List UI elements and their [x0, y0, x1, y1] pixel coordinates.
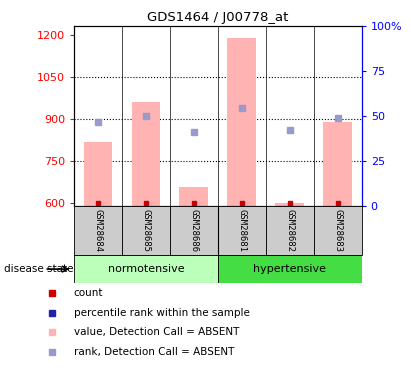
Text: disease state: disease state: [4, 264, 74, 274]
Title: GDS1464 / J00778_at: GDS1464 / J00778_at: [147, 11, 289, 24]
Text: GSM28684: GSM28684: [93, 209, 102, 252]
Text: GSM28683: GSM28683: [333, 209, 342, 252]
Text: GSM28686: GSM28686: [189, 209, 199, 252]
Bar: [266, 206, 314, 255]
Bar: [170, 206, 218, 255]
Text: normotensive: normotensive: [108, 264, 184, 274]
Bar: [180, 187, 208, 206]
Bar: [74, 255, 218, 283]
Text: GSM28685: GSM28685: [141, 209, 150, 252]
Bar: [83, 142, 112, 206]
Bar: [275, 203, 304, 206]
Bar: [227, 38, 256, 206]
Text: hypertensive: hypertensive: [253, 264, 326, 274]
Bar: [74, 206, 122, 255]
Text: count: count: [74, 288, 103, 298]
Text: percentile rank within the sample: percentile rank within the sample: [74, 308, 249, 318]
Bar: [122, 206, 170, 255]
Bar: [314, 206, 362, 255]
Text: value, Detection Call = ABSENT: value, Detection Call = ABSENT: [74, 327, 239, 337]
Bar: [218, 255, 362, 283]
Text: rank, Detection Call = ABSENT: rank, Detection Call = ABSENT: [74, 347, 234, 357]
Bar: [218, 206, 266, 255]
Text: GSM28682: GSM28682: [285, 209, 294, 252]
Bar: [132, 102, 160, 206]
Bar: [323, 122, 352, 206]
Text: GSM28681: GSM28681: [237, 209, 246, 252]
